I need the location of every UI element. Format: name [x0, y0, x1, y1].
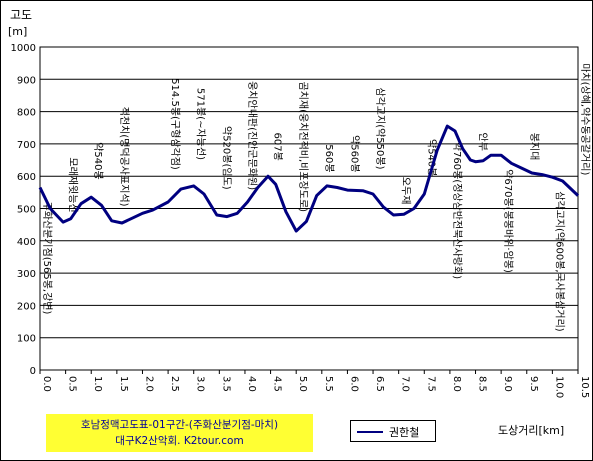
x-tick-label-19: 9.5	[528, 376, 539, 392]
legend-label: 권한철	[389, 426, 420, 439]
annotation-label-10: 560봉	[323, 144, 335, 172]
series-line-elevation	[38, 124, 580, 233]
x-tick-label-11: 5.5	[323, 376, 334, 392]
x-tick-label-6: 3.0	[195, 376, 206, 392]
y-tick-label-2: 200	[17, 301, 36, 312]
annotation-label-4: 514.5봉(구형삼각점)	[169, 78, 181, 170]
annotation-label-6: 약520봉(임도)	[220, 126, 233, 190]
y-tick-label-4: 400	[17, 237, 36, 248]
club-credit: 대구K2산악회. K2tour.com	[115, 435, 244, 447]
annotation-label-7: 웅치안내판(진안군문화원)	[246, 81, 258, 190]
y-axis-unit: [m]	[8, 25, 27, 38]
x-tick-label-4: 2.0	[143, 376, 154, 392]
x-tick-label-5: 2.5	[169, 376, 180, 392]
x-tick-label-18: 9.0	[502, 376, 513, 392]
annotation-label-19: 삼각고지(약600봉,국사봉삼거리)	[553, 191, 565, 332]
course-title: 호남정맥고도표-01구간-(주화산분기점-마치)	[80, 419, 279, 431]
y-tick-label-3: 300	[17, 269, 36, 280]
plot-area	[39, 46, 579, 371]
annotation-label-16: 안부	[477, 133, 489, 151]
x-tick-label-9: 4.5	[272, 376, 283, 392]
annotation-label-12: 삼각고지(약550봉)	[374, 87, 386, 169]
y-tick-label-8: 800	[17, 108, 36, 119]
y-tick-label-6: 600	[17, 172, 36, 183]
x-tick-label-15: 7.5	[425, 376, 436, 392]
legend-swatch	[357, 431, 383, 433]
annotation-label-0: 주화산분기점(565봉,강변)	[41, 202, 53, 315]
x-tick-label-14: 7.0	[400, 376, 411, 392]
y-tick-label-7: 700	[17, 140, 36, 151]
x-tick-label-3: 1.5	[118, 376, 129, 392]
y-tick-label-10: 1000	[11, 43, 36, 54]
annotation-label-15: 약760봉(정상삼반전북산사랑회)	[451, 142, 463, 279]
y-tick-label-9: 900	[17, 75, 36, 86]
x-tick-label-12: 6.0	[348, 376, 359, 392]
x-tick-label-17: 8.5	[477, 376, 488, 392]
x-tick-label-21: 10.5	[579, 376, 590, 398]
annotation-label-20: 마치(상혜,약수동공갈거리)	[579, 63, 592, 175]
peak-annotations: 주화산분기점(565봉,강변) 모래재윗능선 약540봉 적천치(명덕공사표지석) 51…	[41, 63, 592, 332]
x-tick-label-1: 0.5	[67, 376, 78, 392]
annotation-label-1: 모래재윗능선	[67, 157, 79, 212]
annotation-label-17: 약670봉(봉봉바위·암봉)	[502, 169, 515, 273]
annotation-label-2: 약540봉	[92, 142, 104, 180]
x-tick-label-20: 10.0	[553, 376, 564, 398]
x-axis-label: 도상거리[km]	[498, 424, 565, 437]
y-tick-label-5: 500	[17, 205, 36, 216]
x-tick-label-2: 1.0	[92, 376, 103, 392]
legend: 권한철	[350, 420, 436, 442]
x-tick-label-7: 3.5	[220, 376, 231, 392]
y-tick-labels: 0 100 200 300 400 500 600 700 800 900 1000	[11, 43, 36, 377]
annotation-label-9: 곰치재(웅치전적비,비포장도로)	[297, 82, 309, 213]
x-tick-labels: 0.0 0.5 1.0 1.5 2.0 2.5 3.0 3.5 4.0 4.5 5.0 5.5 6.0 6…	[41, 376, 590, 398]
x-tick-label-13: 6.5	[374, 376, 385, 392]
y-tick-label-1: 100	[17, 334, 36, 345]
annotation-label-3: 적천치(명덕공사표지석)	[118, 107, 130, 207]
x-tick-label-10: 5.0	[297, 376, 308, 392]
annotation-label-5: 571봉(~자능선)	[195, 88, 207, 160]
x-tick-label-0: 0.0	[41, 376, 52, 392]
annotation-label-13: 오두재	[400, 177, 412, 205]
course-info-box: 호남정맥고도표-01구간-(주화산분기점-마치) 대구K2산악회. K2tour…	[46, 414, 313, 452]
annotation-label-11: 약560봉	[348, 135, 360, 173]
x-tick-label-16: 8.0	[451, 376, 462, 392]
annotation-label-18: 봉지대	[528, 133, 540, 161]
y-axis-label: 고도	[10, 8, 32, 22]
annotation-label-14: 약540봉	[425, 139, 437, 177]
annotation-label-8: 607봉	[272, 133, 284, 161]
y-tick-label-0: 0	[30, 366, 36, 377]
x-tick-label-8: 4.0	[246, 376, 257, 392]
